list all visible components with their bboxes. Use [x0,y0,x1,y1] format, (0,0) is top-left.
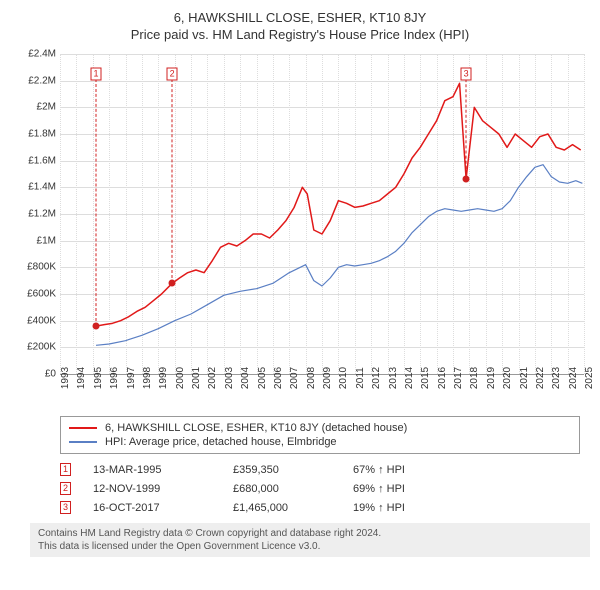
series-hpi [96,165,582,346]
sale-date: 13-MAR-1995 [93,464,233,476]
legend-item-property: 6, HAWKSHILL CLOSE, ESHER, KT10 8JY (det… [69,421,571,435]
series-svg [60,54,584,374]
sale-pct: 69% ↑ HPI [353,483,453,495]
chart-title-sub: Price paid vs. HM Land Registry's House … [12,27,588,42]
gridline-v [584,54,585,374]
figure-container: 6, HAWKSHILL CLOSE, ESHER, KT10 8JY Pric… [0,0,600,565]
y-tick-label: £1.4M [12,182,56,193]
sale-date: 16-OCT-2017 [93,502,233,514]
sales-table: 1 13-MAR-1995 £359,350 67% ↑ HPI 2 12-NO… [60,460,580,517]
y-tick-label: £1.8M [12,129,56,140]
y-tick-label: £600K [12,289,56,300]
sales-row: 1 13-MAR-1995 £359,350 67% ↑ HPI [60,460,580,479]
sale-marker-1: 1 [60,463,71,476]
attribution-box: Contains HM Land Registry data © Crown c… [30,523,590,557]
y-tick-label: £2.2M [12,75,56,86]
marker-box-2: 2 [167,68,178,81]
sale-marker-2: 2 [60,482,71,495]
legend-label-hpi: HPI: Average price, detached house, Elmb… [105,436,337,448]
marker-box-1: 1 [91,68,102,81]
legend-swatch-property [69,427,97,429]
sale-price: £680,000 [233,483,353,495]
chart-area: 1 2 3 £0 £200K £400K £600K £800K £1M £1.2M £1.4M £… [12,50,588,410]
sale-pct: 19% ↑ HPI [353,502,453,514]
y-tick-label: £1M [12,235,56,246]
sales-row: 3 16-OCT-2017 £1,465,000 19% ↑ HPI [60,498,580,517]
marker-stem [96,74,97,326]
sale-date: 12-NOV-1999 [93,483,233,495]
legend-swatch-hpi [69,441,97,443]
attribution-line2: This data is licensed under the Open Gov… [38,540,582,553]
y-tick-label: £200K [12,342,56,353]
y-tick-label: £2M [12,102,56,113]
marker-dot-3 [463,175,470,182]
y-tick-label: £400K [12,315,56,326]
sale-pct: 67% ↑ HPI [353,464,453,476]
chart-title-address: 6, HAWKSHILL CLOSE, ESHER, KT10 8JY [12,10,588,25]
marker-stem [172,74,173,283]
y-tick-label: £1.6M [12,155,56,166]
y-tick-label: £0 [12,369,56,380]
y-tick-label: £800K [12,262,56,273]
sale-marker-3: 3 [60,501,71,514]
marker-stem [466,74,467,179]
y-tick-label: £1.2M [12,209,56,220]
sale-price: £359,350 [233,464,353,476]
attribution-line1: Contains HM Land Registry data © Crown c… [38,527,582,540]
marker-dot-2 [169,280,176,287]
x-tick-label: 2025 [584,367,600,389]
sales-row: 2 12-NOV-1999 £680,000 69% ↑ HPI [60,479,580,498]
legend: 6, HAWKSHILL CLOSE, ESHER, KT10 8JY (det… [60,416,580,454]
plot-region: 1 2 3 [60,54,584,374]
series-property [96,83,581,326]
legend-item-hpi: HPI: Average price, detached house, Elmb… [69,435,571,449]
marker-box-3: 3 [461,68,472,81]
marker-dot-1 [93,323,100,330]
y-tick-label: £2.4M [12,49,56,60]
sale-price: £1,465,000 [233,502,353,514]
legend-label-property: 6, HAWKSHILL CLOSE, ESHER, KT10 8JY (det… [105,422,407,434]
